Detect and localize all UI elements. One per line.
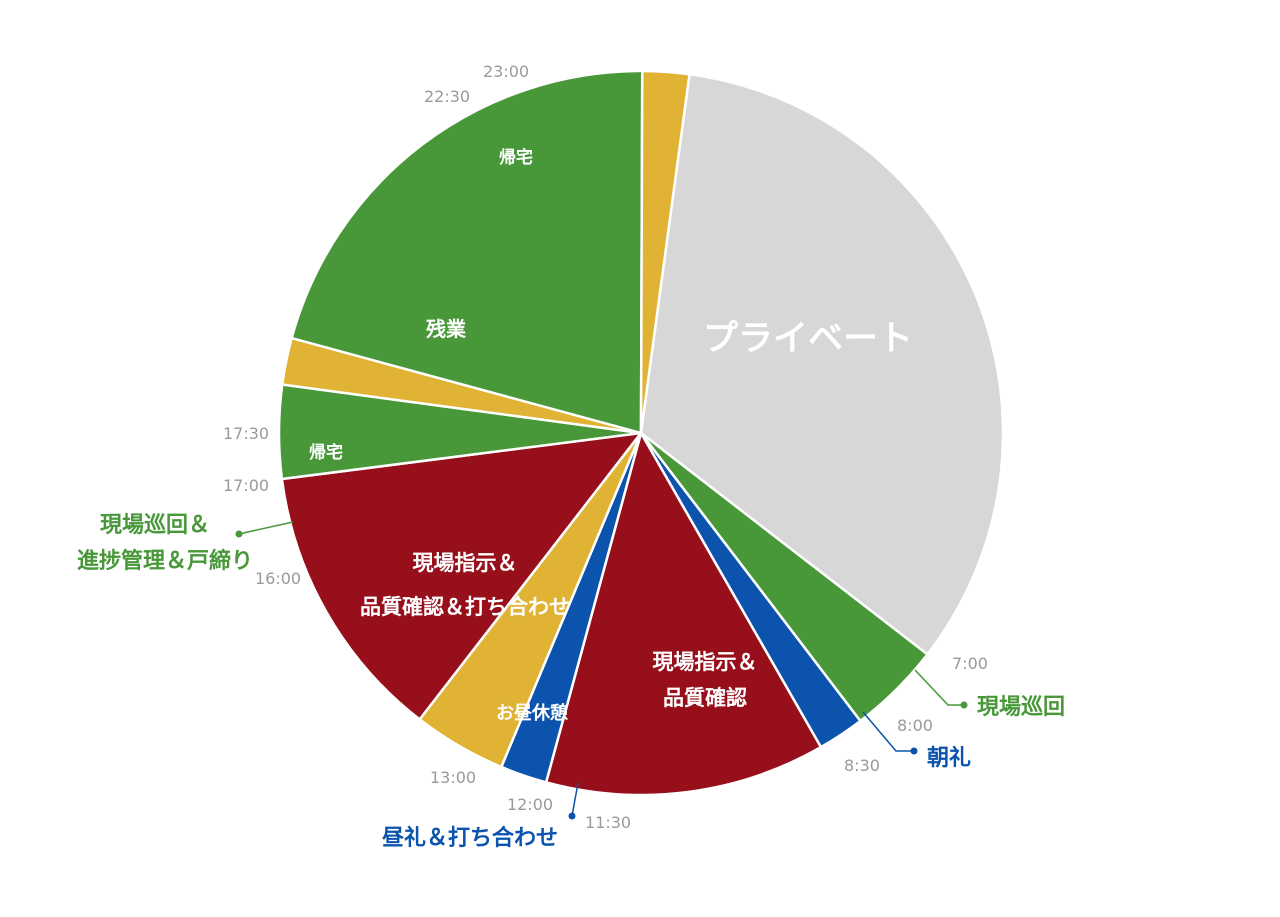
slice-label-red-right-line1: 現場指示＆ <box>653 650 758 674</box>
pie-slice-10 <box>639 69 691 435</box>
slice-label-zangyo: 残業 <box>426 317 467 341</box>
slice-label-red-right-line2: 品質確認 <box>663 686 747 710</box>
leader-chu-rei-line <box>571 782 579 817</box>
callout-left-line2: 進捗管理＆戸締り <box>77 548 253 574</box>
leader-chorei-dot <box>910 747 918 755</box>
tick-label-1200: 12:00 <box>507 795 553 814</box>
leader-chu-rei-dot <box>568 812 576 820</box>
callout-leader-lines <box>235 521 968 820</box>
slice-label-red-left-line1: 現場指示＆ <box>413 551 518 575</box>
pie-slice-9 <box>290 69 644 435</box>
slice-label-red-left-line2: 品質確認＆打ち合わせ <box>360 595 570 619</box>
leader-genba-junkai-line <box>914 669 964 706</box>
pie-slice-0 <box>639 73 1005 656</box>
callout-labels: 現場巡回 朝礼 昼礼＆打ち合わせ 現場巡回＆ 進捗管理＆戸締り <box>77 513 1065 851</box>
slice-label-private: プライベート <box>703 319 913 359</box>
tick-label-1130: 11:30 <box>585 813 631 832</box>
leader-left-line <box>238 521 294 535</box>
tick-label-0800: 8:00 <box>897 716 933 735</box>
tick-label-0700: 7:00 <box>952 654 988 673</box>
tick-label-2300: 23:00 <box>483 62 529 81</box>
slice-label-kitaku-top: 帰宅 <box>499 147 533 168</box>
callout-chorei: 朝礼 <box>927 745 971 771</box>
callout-genba-junkai: 現場巡回 <box>977 695 1065 720</box>
pie-slice-6 <box>280 431 643 721</box>
callout-chu-rei: 昼礼＆打ち合わせ <box>382 825 558 851</box>
slice-label-lunch: お昼休憩 <box>496 702 568 724</box>
tick-label-1600: 16:00 <box>255 569 301 588</box>
tick-label-1700: 17:00 <box>223 476 269 495</box>
inside-slice-labels: プライベート 残業 帰宅 帰宅 現場指示＆ 品質確認＆打ち合わせ 現場指示＆ 品… <box>309 147 913 724</box>
slice-label-kitaku-left: 帰宅 <box>309 442 343 463</box>
pie-slice-3 <box>544 431 823 797</box>
tick-label-0830: 8:30 <box>844 756 880 775</box>
leader-chorei-line <box>862 711 914 752</box>
leader-left-dot <box>235 530 243 538</box>
tick-label-1730: 17:30 <box>223 424 269 443</box>
tick-label-2230: 22:30 <box>424 87 470 106</box>
time-tick-labels: 23:00 22:30 17:30 17:00 16:00 13:00 12:0… <box>223 62 988 832</box>
callout-left-line1: 現場巡回＆ <box>100 513 210 538</box>
tick-label-1300: 13:00 <box>430 768 476 787</box>
pie-slices <box>277 69 1005 797</box>
leader-genba-junkai-dot <box>960 701 968 709</box>
